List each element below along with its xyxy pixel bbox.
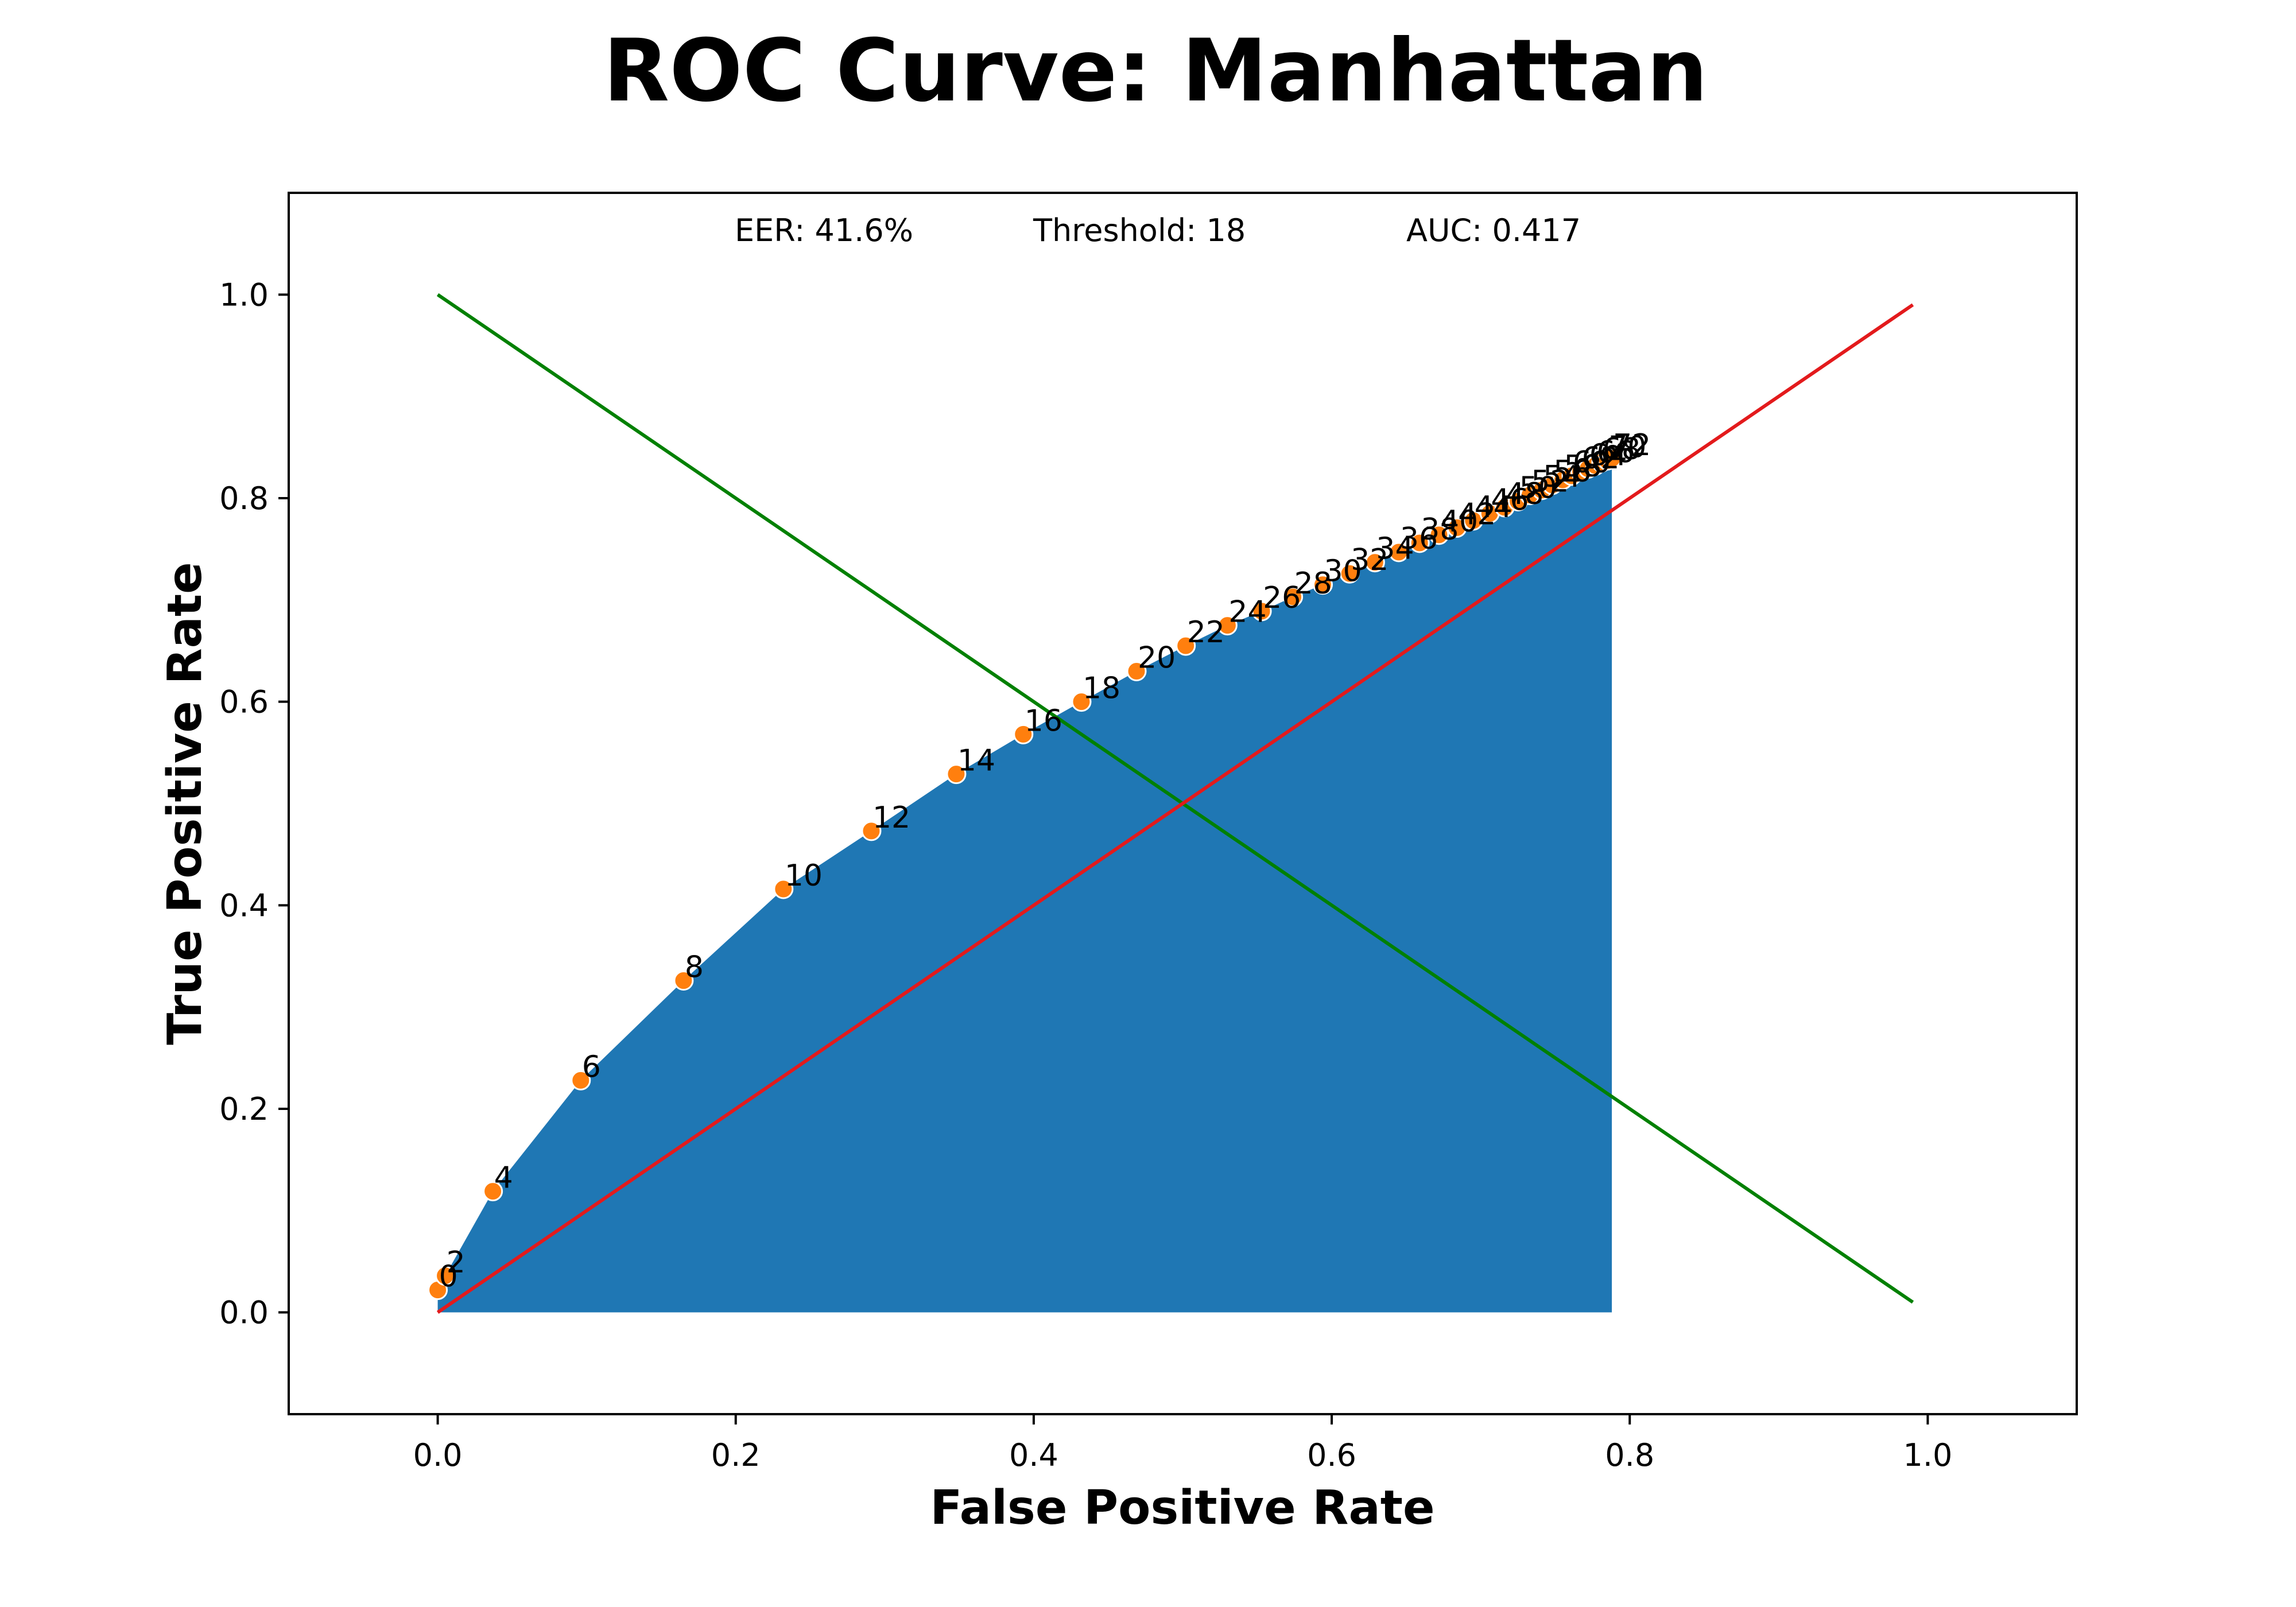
threshold-point xyxy=(1126,661,1147,681)
threshold-point-label: 22 xyxy=(1187,615,1225,650)
threshold-point-label: 42 xyxy=(1458,497,1496,531)
eer-anti-diagonal-line xyxy=(436,293,1914,1304)
auc-area xyxy=(437,458,1612,1313)
threshold-point-label: 4 xyxy=(494,1161,513,1195)
threshold-point-label: 68 xyxy=(1603,432,1640,467)
threshold-point-label: 50 xyxy=(1519,471,1557,505)
x-tick-label: 0.0 xyxy=(413,1437,463,1473)
threshold-point-label: 36 xyxy=(1400,522,1438,556)
y-tick-label: 1.0 xyxy=(219,277,269,313)
threshold-point xyxy=(1463,510,1484,531)
x-tick-label: 0.4 xyxy=(1009,1437,1058,1473)
threshold-point xyxy=(1364,552,1385,573)
threshold-point xyxy=(1601,448,1622,469)
y-axis-ticks: 0.0 0.2 0.4 0.6 0.8 1.0 xyxy=(219,277,289,1331)
threshold-point xyxy=(435,1266,456,1286)
threshold-point-label: 24 xyxy=(1228,595,1266,630)
threshold-point xyxy=(1339,563,1360,584)
threshold-point xyxy=(1251,601,1272,622)
threshold-point-label: 64 xyxy=(1589,438,1627,473)
threshold-point-label: 72 xyxy=(1613,428,1651,463)
threshold-points xyxy=(428,448,1622,1301)
threshold-point-label: 30 xyxy=(1324,554,1362,589)
threshold-point xyxy=(571,1070,591,1090)
threshold-point-label: 38 xyxy=(1421,513,1459,547)
threshold-point-label: 6 xyxy=(582,1050,601,1084)
threshold-point-label: 0 xyxy=(439,1260,458,1294)
threshold-point xyxy=(1313,575,1333,595)
threshold-point-label: 10 xyxy=(785,859,823,893)
threshold-point xyxy=(1013,724,1034,744)
threshold-point-label: 18 xyxy=(1083,671,1120,706)
threshold-point xyxy=(1071,692,1092,712)
eer-annotation: EER: 41.6% xyxy=(735,212,913,249)
threshold-point-label: 56 xyxy=(1553,455,1591,489)
threshold-point xyxy=(1429,525,1449,545)
threshold-point xyxy=(1283,587,1304,607)
threshold-point-label: 60 xyxy=(1573,445,1611,480)
threshold-point-labels: 0246810121416182022242628303234363840424… xyxy=(439,428,1651,1294)
y-tick-label: 0.4 xyxy=(219,887,269,923)
threshold-point-label: 34 xyxy=(1376,532,1414,566)
y-axis-label: True Positive Rate xyxy=(158,562,212,1045)
threshold-point xyxy=(1176,635,1196,656)
plot-area: 0246810121416182022242628303234363840424… xyxy=(288,192,2078,1415)
threshold-point-label: 44 xyxy=(1475,490,1512,525)
chart-title: ROC Curve: Manhattan xyxy=(603,21,1708,121)
threshold-point-label: 8 xyxy=(685,950,704,985)
threshold-point-label: 52 xyxy=(1531,465,1569,499)
x-axis-label: False Positive Rate xyxy=(930,1481,1434,1535)
y-tick-label: 0.0 xyxy=(219,1295,269,1331)
y-tick-label: 0.2 xyxy=(219,1091,269,1127)
threshold-point-label: 2 xyxy=(447,1245,466,1280)
threshold-annotation: Threshold: 18 xyxy=(1033,212,1246,249)
threshold-point xyxy=(773,879,794,899)
x-axis-ticks: 0.0 0.2 0.4 0.6 0.8 1.0 xyxy=(413,1414,1952,1473)
plot-frame xyxy=(288,192,2078,1415)
threshold-point-label: 48 xyxy=(1506,477,1543,511)
threshold-point-label: 32 xyxy=(1351,543,1389,577)
threshold-point-label: 62 xyxy=(1582,441,1620,476)
x-tick-label: 1.0 xyxy=(1903,1437,1952,1473)
threshold-point-label: 66 xyxy=(1597,435,1635,469)
threshold-point-label: 16 xyxy=(1025,704,1062,738)
threshold-point xyxy=(861,821,882,841)
threshold-point xyxy=(946,764,967,785)
threshold-point xyxy=(1217,615,1238,636)
threshold-point xyxy=(1446,517,1467,538)
threshold-point-label: 54 xyxy=(1543,460,1581,494)
x-tick-label: 0.6 xyxy=(1307,1437,1356,1473)
threshold-point-label: 12 xyxy=(872,801,910,835)
threshold-point xyxy=(1409,533,1430,553)
threshold-point-label: 20 xyxy=(1138,641,1176,675)
threshold-point-label: 70 xyxy=(1608,430,1646,464)
x-tick-label: 0.8 xyxy=(1605,1437,1654,1473)
y-tick-label: 0.6 xyxy=(219,684,269,720)
threshold-point-label: 46 xyxy=(1491,483,1529,518)
threshold-point xyxy=(1389,542,1409,562)
threshold-point xyxy=(483,1181,503,1202)
threshold-point-label: 14 xyxy=(957,744,995,778)
threshold-point-label: 58 xyxy=(1564,449,1601,484)
threshold-point-label: 40 xyxy=(1440,504,1478,539)
threshold-point xyxy=(673,971,694,991)
threshold-point-label: 26 xyxy=(1263,581,1301,615)
chance-diagonal-line xyxy=(436,303,1914,1314)
x-tick-label: 0.2 xyxy=(711,1437,761,1473)
auc-annotation: AUC: 0.417 xyxy=(1406,212,1581,249)
y-tick-label: 0.8 xyxy=(219,480,269,517)
threshold-point-label: 28 xyxy=(1294,566,1332,601)
